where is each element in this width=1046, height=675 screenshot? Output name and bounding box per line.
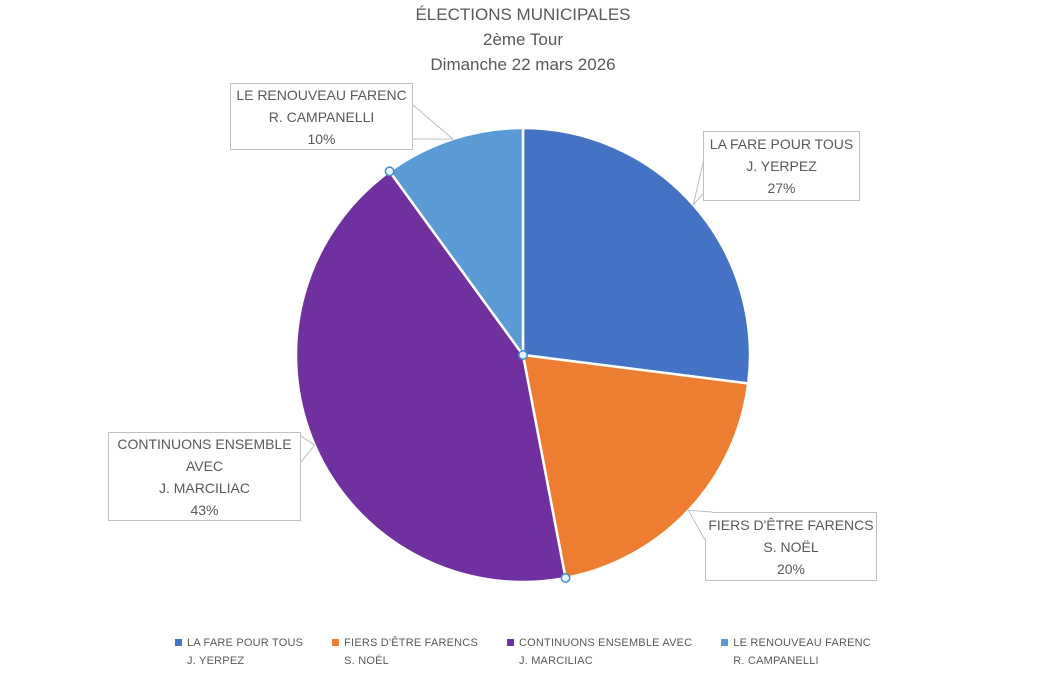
chart-title-line-3: Dimanche 22 mars 2026 — [430, 55, 616, 74]
data-label-candidate: S. NOËL — [763, 538, 819, 555]
data-label-la-fare-pour-tous[interactable]: LA FARE POUR TOUS J. YERPEZ 27% — [703, 131, 860, 201]
chart-title-line-1: ÉLECTIONS MUNICIPALES — [415, 5, 631, 24]
data-label-candidate: J. YERPEZ — [746, 158, 817, 174]
legend-swatch — [721, 639, 729, 646]
data-label-percent: 43% — [190, 501, 219, 518]
data-label-text: FIERS D'ÊTRE FARENCS — [708, 516, 874, 533]
legend-item-fiers-detre-farencs[interactable]: FIERS D'ÊTRE FARENCS S. NOËL — [332, 634, 478, 670]
data-label-text: LA FARE POUR TOUS — [709, 136, 854, 152]
legend-label: FIERS D'ÊTRE FARENCS — [344, 637, 478, 649]
data-label-percent: 10% — [307, 130, 336, 147]
legend-item-le-renouveau-farenc[interactable]: LE RENOUVEAU FARENC R. CAMPANELLI — [721, 634, 871, 670]
data-label-candidate: R. CAMPANELLI — [268, 108, 375, 125]
chart-legend: LA FARE POUR TOUS J. YERPEZ FIERS D'ÊTRE… — [0, 634, 1046, 670]
legend-label: CONTINUONS ENSEMBLE AVEC — [518, 637, 693, 649]
legend-item-la-fare-pour-tous[interactable]: LA FARE POUR TOUS J. YERPEZ — [175, 634, 303, 670]
legend-candidate: S. NOËL — [344, 655, 389, 667]
data-label-fiers-detre-farencs[interactable]: FIERS D'ÊTRE FARENCS S. NOËL 20% — [705, 512, 877, 581]
data-label-candidate: J. MARCILIAC — [158, 479, 250, 496]
data-label-percent: 27% — [767, 180, 796, 196]
chart-title: ÉLECTIONS MUNICIPALES 2ème Tour Dimanche… — [0, 2, 1046, 77]
data-label-continuons-ensemble[interactable]: CONTINUONS ENSEMBLE AVEC J. MARCILIAC 43… — [108, 432, 301, 521]
legend-item-continuons-ensemble[interactable]: CONTINUONS ENSEMBLE AVEC J. MARCILIAC — [506, 634, 693, 670]
legend-label: LA FARE POUR TOUS — [187, 637, 304, 649]
data-label-text: AVEC — [185, 457, 224, 474]
legend-candidate: J. MARCILIAC — [518, 655, 593, 667]
chart-title-line-2: 2ème Tour — [482, 30, 563, 49]
data-label-le-renouveau-farenc[interactable]: LE RENOUVEAU FARENC R. CAMPANELLI 10% — [230, 83, 413, 150]
data-label-percent: 20% — [776, 560, 806, 577]
data-label-text: LE RENOUVEAU FARENC — [236, 86, 407, 103]
legend-swatch — [175, 639, 183, 646]
legend-swatch — [332, 639, 340, 646]
legend-candidate: R. CAMPANELLI — [733, 655, 819, 667]
legend-label: LE RENOUVEAU FARENC — [733, 637, 871, 649]
legend-candidate: J. YERPEZ — [187, 655, 245, 667]
data-label-text: CONTINUONS ENSEMBLE — [117, 435, 292, 452]
legend-swatch — [506, 639, 514, 646]
